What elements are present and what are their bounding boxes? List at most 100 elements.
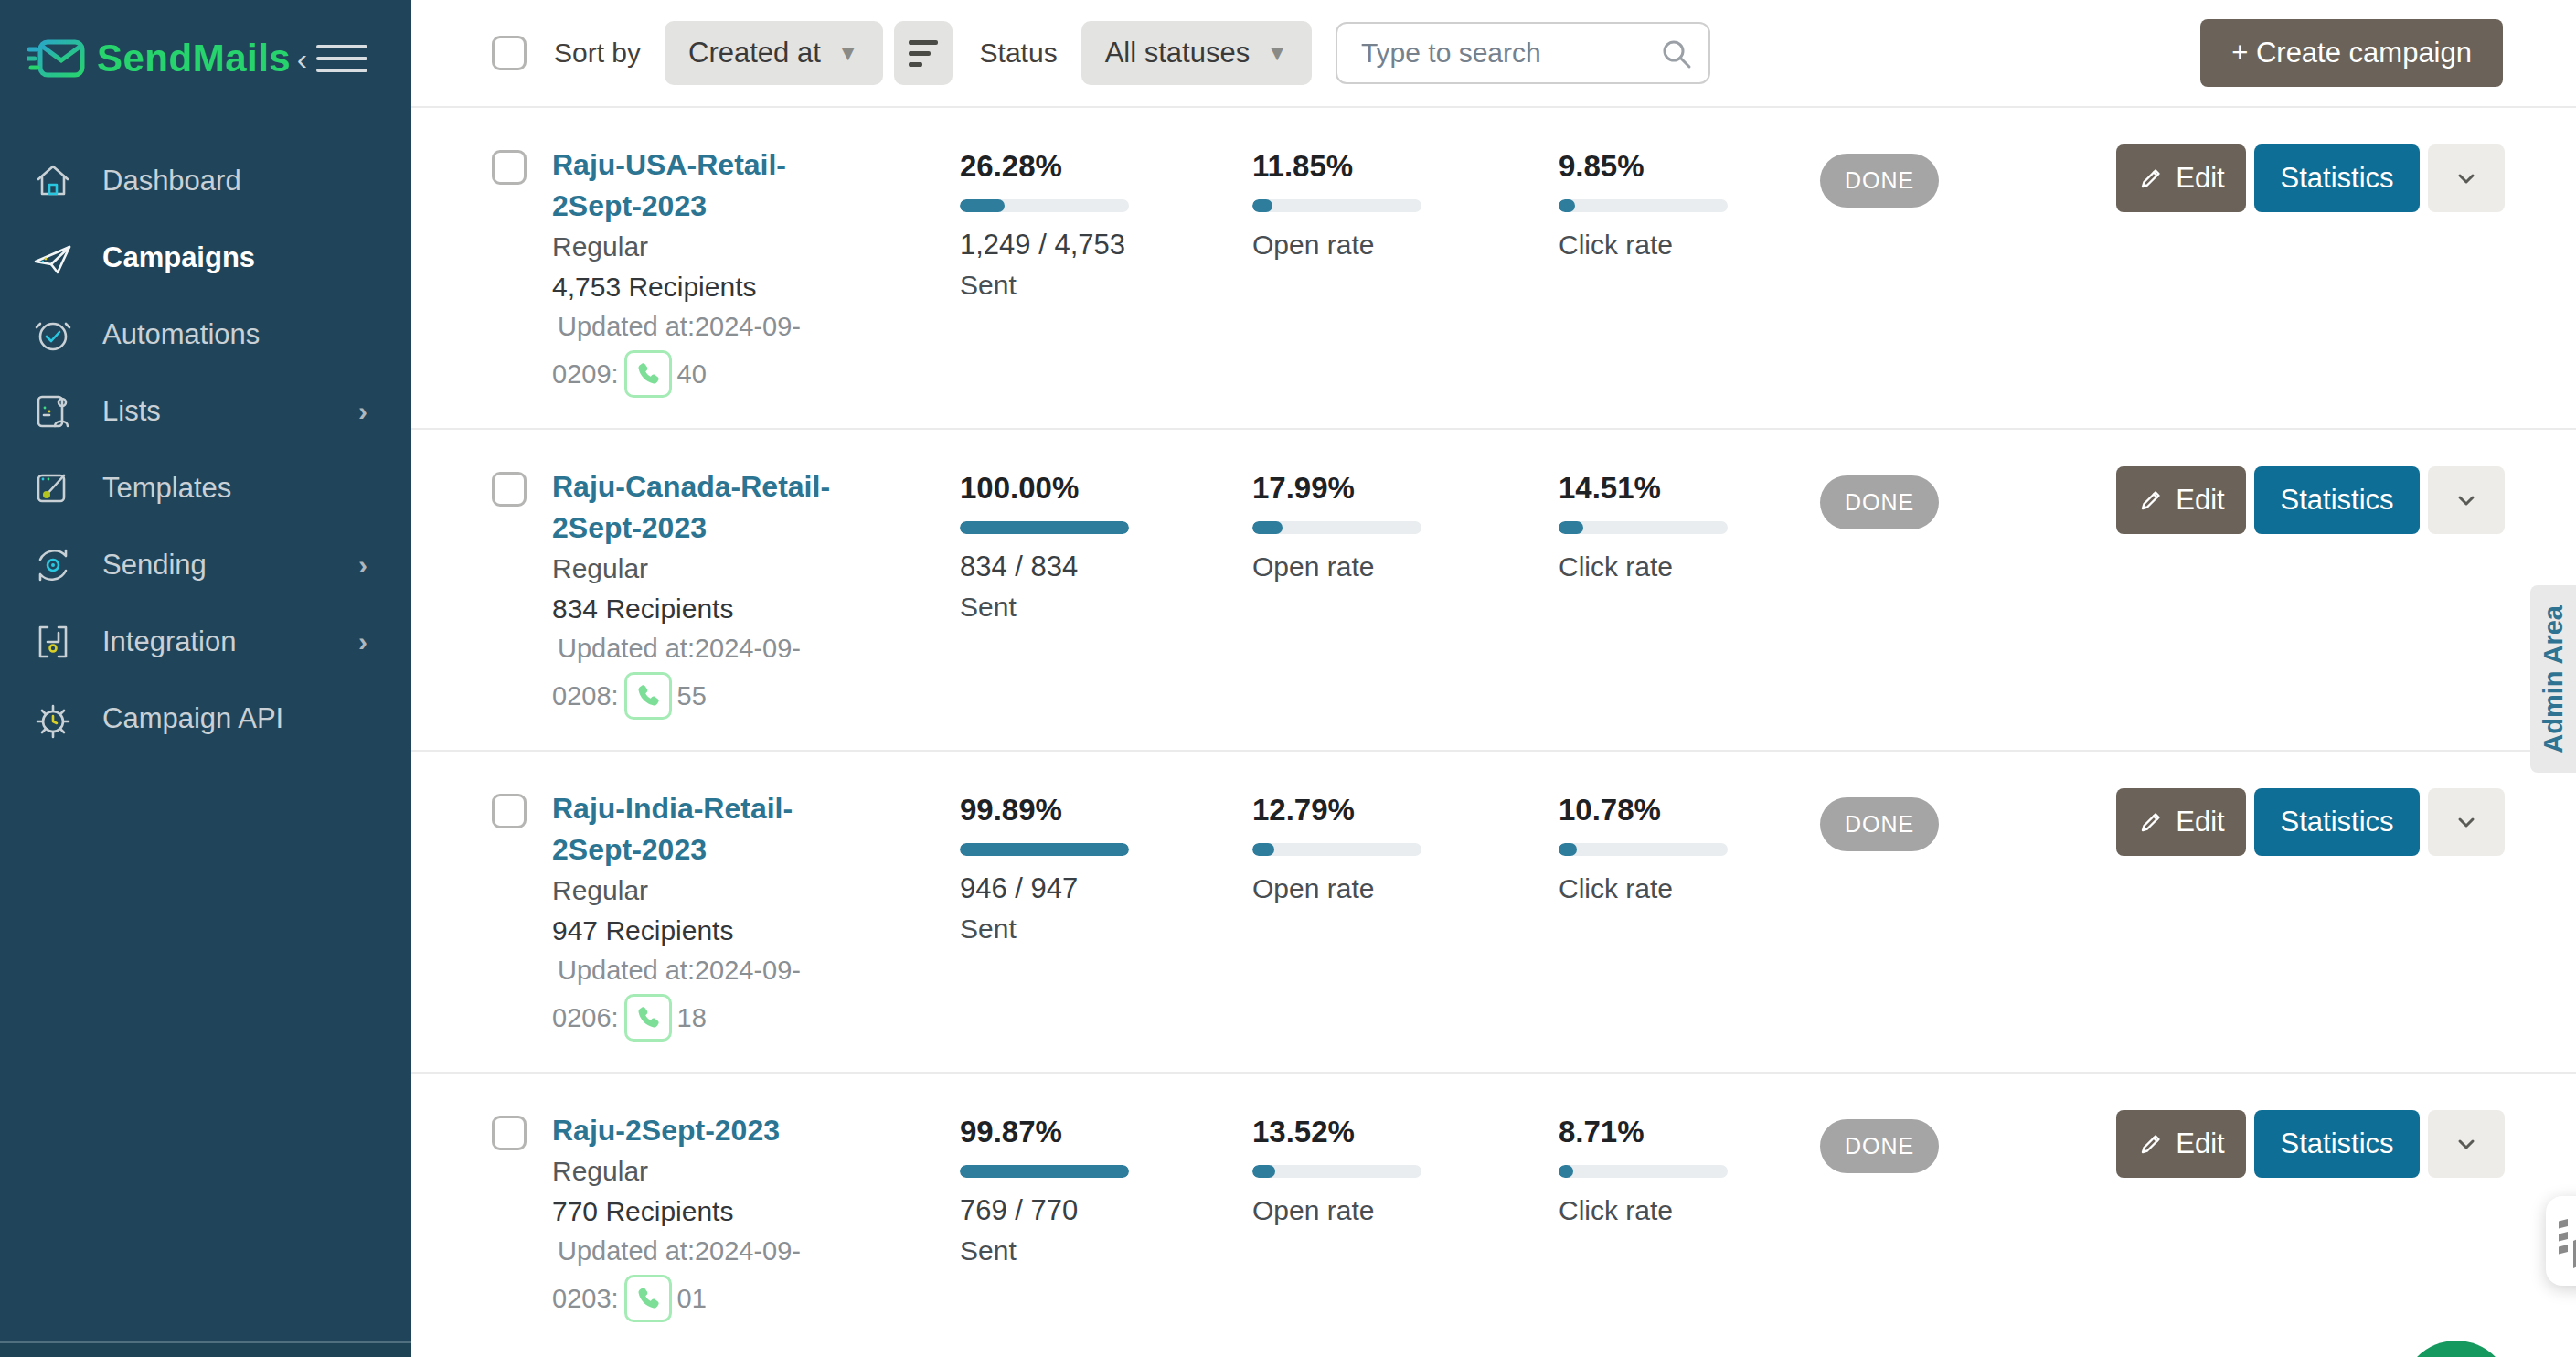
status-badge: DONE: [1820, 797, 1939, 851]
row-more-button[interactable]: [2428, 1110, 2505, 1178]
campaigns-toolbar: Sort by Created at ▼ Status All statuses…: [411, 0, 2576, 108]
status-filter-dropdown[interactable]: All statuses ▼: [1081, 21, 1312, 85]
chevron-down-icon: [2453, 165, 2480, 192]
sidebar-collapse-button[interactable]: ‹: [297, 43, 367, 74]
chevron-right-icon: ›: [358, 550, 367, 581]
campaign-name-link[interactable]: Raju-Canada-Retail-2Sept-2023: [552, 466, 856, 549]
click-rate-progress-bar: [1559, 1165, 1728, 1178]
campaign-name-link[interactable]: Raju-USA-Retail-2Sept-2023: [552, 144, 856, 227]
click-rate-progress-bar: [1559, 521, 1728, 534]
open-rate-percentage: 13.52%: [1252, 1114, 1559, 1150]
chevron-right-icon: ›: [358, 626, 367, 657]
click-rate-percentage: 14.51%: [1559, 470, 1805, 507]
sidebar-item-lists[interactable]: Lists ›: [0, 373, 411, 450]
row-more-button[interactable]: [2428, 466, 2505, 534]
sent-label: Sent: [960, 909, 1252, 949]
row-checkbox[interactable]: [492, 794, 527, 828]
open-rate-stat: 11.85% Open rate: [1252, 144, 1559, 265]
open-rate-label: Open rate: [1252, 547, 1559, 587]
app-logo[interactable]: SendMails: [27, 35, 291, 82]
search-input[interactable]: [1336, 22, 1710, 84]
sidebar-item-automations[interactable]: Automations: [0, 296, 411, 373]
alarm-check-icon: [31, 313, 75, 357]
chevron-down-icon: [2453, 808, 2480, 836]
sent-stat: 99.89% 946 / 947 Sent: [960, 788, 1252, 949]
phone-icon[interactable]: [624, 1275, 672, 1322]
phone-icon[interactable]: [624, 350, 672, 398]
pencil-icon: [2137, 808, 2165, 836]
open-rate-progress-bar: [1252, 521, 1421, 534]
template-icon: [31, 466, 75, 510]
app-title: SendMails: [97, 37, 291, 80]
sendmails-logo-icon: [27, 35, 88, 82]
statistics-button[interactable]: Statistics: [2254, 788, 2420, 856]
sent-label: Sent: [960, 587, 1252, 627]
campaign-name-link[interactable]: Raju-India-Retail-2Sept-2023: [552, 788, 856, 871]
campaign-updated-at: Updated at:2024-09- 0206: 18: [552, 951, 960, 1042]
open-rate-label: Open rate: [1252, 225, 1559, 265]
chevron-right-icon: ›: [358, 396, 367, 427]
open-rate-percentage: 12.79%: [1252, 792, 1559, 828]
sent-progress-bar: [960, 521, 1129, 534]
sync-gear-icon: [31, 543, 75, 587]
status-badge: DONE: [1820, 154, 1939, 208]
row-checkbox[interactable]: [492, 472, 527, 507]
search-icon: [1659, 37, 1694, 71]
sent-fraction: 1,249 / 4,753: [960, 225, 1252, 265]
statistics-button[interactable]: Statistics: [2254, 144, 2420, 212]
help-widget-card[interactable]: [2546, 1196, 2576, 1286]
click-rate-percentage: 8.71%: [1559, 1114, 1805, 1150]
edit-button[interactable]: Edit: [2116, 1110, 2246, 1178]
campaign-name-link[interactable]: Raju-2Sept-2023: [552, 1110, 856, 1151]
create-campaign-button[interactable]: + Create campaign: [2200, 19, 2503, 87]
campaign-recipients: 834 Recipients: [552, 589, 960, 629]
row-checkbox[interactable]: [492, 1116, 527, 1150]
chevron-left-icon: ‹: [297, 43, 307, 74]
click-rate-stat: 8.71% Click rate: [1559, 1110, 1805, 1231]
select-all-checkbox[interactable]: [492, 36, 527, 70]
campaign-type: Regular: [552, 227, 960, 267]
edit-button[interactable]: Edit: [2116, 466, 2246, 534]
sidebar-item-campaigns[interactable]: Campaigns: [0, 219, 411, 296]
sent-percentage: 99.89%: [960, 792, 1252, 828]
sort-direction-button[interactable]: [894, 21, 953, 85]
sent-label: Sent: [960, 265, 1252, 305]
edit-button[interactable]: Edit: [2116, 144, 2246, 212]
sidebar-item-templates[interactable]: Templates: [0, 450, 411, 527]
click-rate-progress-bar: [1559, 843, 1728, 856]
click-rate-stat: 9.85% Click rate: [1559, 144, 1805, 265]
row-actions: Edit Statistics: [2116, 788, 2505, 856]
sent-stat: 99.87% 769 / 770 Sent: [960, 1110, 1252, 1271]
sidebar-menu: Dashboard Campaigns Automations: [0, 143, 411, 757]
pencil-icon: [2137, 165, 2165, 192]
sidebar-item-dashboard[interactable]: Dashboard: [0, 143, 411, 219]
row-more-button[interactable]: [2428, 144, 2505, 212]
open-rate-progress-bar: [1252, 199, 1421, 212]
row-checkbox[interactable]: [492, 150, 527, 185]
click-rate-label: Click rate: [1559, 1191, 1805, 1231]
campaign-info: Raju-India-Retail-2Sept-2023 Regular 947…: [552, 788, 960, 1042]
click-rate-label: Click rate: [1559, 869, 1805, 909]
home-icon: [31, 159, 75, 203]
open-rate-stat: 17.99% Open rate: [1252, 466, 1559, 587]
sent-percentage: 26.28%: [960, 148, 1252, 185]
phone-icon[interactable]: [624, 994, 672, 1042]
statistics-button[interactable]: Statistics: [2254, 1110, 2420, 1178]
sort-field-dropdown[interactable]: Created at ▼: [665, 21, 883, 85]
sidebar-item-campaign-api[interactable]: Campaign API: [0, 680, 411, 757]
chevron-down-icon: ▼: [837, 40, 859, 66]
edit-button[interactable]: Edit: [2116, 788, 2246, 856]
statistics-button[interactable]: Statistics: [2254, 466, 2420, 534]
admin-area-tab[interactable]: Admin Area: [2530, 585, 2576, 773]
integration-icon: [31, 620, 75, 664]
sent-percentage: 100.00%: [960, 470, 1252, 507]
campaign-row: Raju-India-Retail-2Sept-2023 Regular 947…: [411, 752, 2576, 1074]
open-rate-stat: 13.52% Open rate: [1252, 1110, 1559, 1231]
sidebar-item-sending[interactable]: Sending ›: [0, 527, 411, 604]
main-content: Sort by Created at ▼ Status All statuses…: [411, 0, 2576, 1357]
sidebar-item-integration[interactable]: Integration ›: [0, 604, 411, 680]
row-more-button[interactable]: [2428, 788, 2505, 856]
chevron-down-icon: [2453, 486, 2480, 514]
sent-fraction: 946 / 947: [960, 869, 1252, 909]
phone-icon[interactable]: [624, 672, 672, 720]
